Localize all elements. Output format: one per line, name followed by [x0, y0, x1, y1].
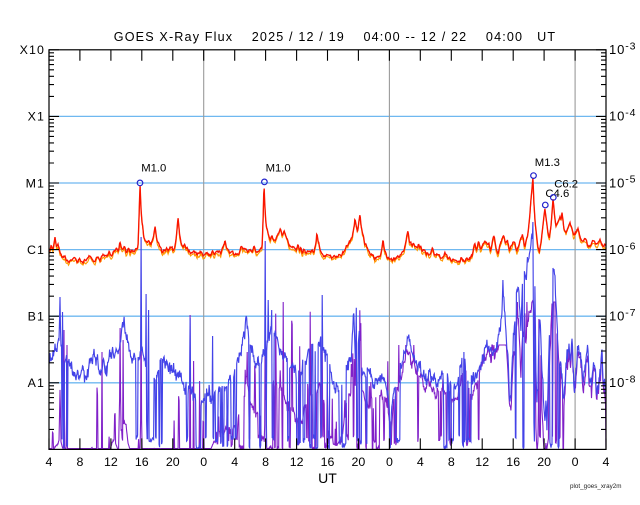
- svg-text:plot_goes_xray2m: plot_goes_xray2m: [570, 483, 621, 490]
- svg-text:20: 20: [537, 455, 551, 469]
- svg-text:C4.6: C4.6: [545, 188, 569, 200]
- svg-text:4: 4: [231, 455, 238, 469]
- svg-text:16: 16: [321, 455, 335, 469]
- svg-text:12: 12: [475, 455, 489, 469]
- svg-text:16: 16: [506, 455, 520, 469]
- svg-text:X10: X10: [20, 43, 45, 57]
- svg-text:X1: X1: [28, 110, 45, 124]
- svg-text:GOES X-Ray Flux 2025 / 12 /: GOES X-Ray Flux 2025 / 12 / 19 04:00 -- …: [114, 30, 556, 44]
- svg-text:0: 0: [572, 455, 579, 469]
- svg-text:20: 20: [352, 455, 366, 469]
- svg-text:8: 8: [262, 455, 269, 469]
- svg-text:8: 8: [448, 455, 455, 469]
- svg-text:B1: B1: [28, 310, 45, 324]
- svg-text:C6.2: C6.2: [554, 179, 578, 191]
- svg-text:16: 16: [135, 455, 149, 469]
- svg-text:8: 8: [76, 455, 83, 469]
- svg-text:20: 20: [166, 455, 180, 469]
- svg-text:4: 4: [417, 455, 424, 469]
- svg-text:4: 4: [46, 455, 53, 469]
- svg-text:0: 0: [386, 455, 393, 469]
- svg-text:M1.0: M1.0: [266, 163, 291, 175]
- svg-text:0: 0: [200, 455, 207, 469]
- svg-text:4: 4: [603, 455, 610, 469]
- svg-text:UT: UT: [318, 470, 337, 486]
- svg-text:M1: M1: [26, 176, 45, 190]
- svg-text:12: 12: [290, 455, 304, 469]
- svg-text:M1.3: M1.3: [535, 157, 560, 169]
- svg-text:12: 12: [104, 455, 118, 469]
- svg-text:A1: A1: [28, 376, 45, 390]
- svg-text:C1: C1: [27, 243, 45, 257]
- svg-text:M1.0: M1.0: [141, 163, 166, 175]
